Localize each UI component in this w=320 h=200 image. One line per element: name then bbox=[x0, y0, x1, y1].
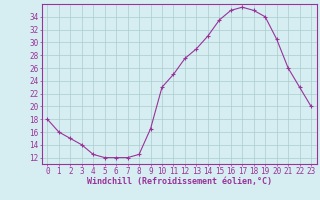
X-axis label: Windchill (Refroidissement éolien,°C): Windchill (Refroidissement éolien,°C) bbox=[87, 177, 272, 186]
